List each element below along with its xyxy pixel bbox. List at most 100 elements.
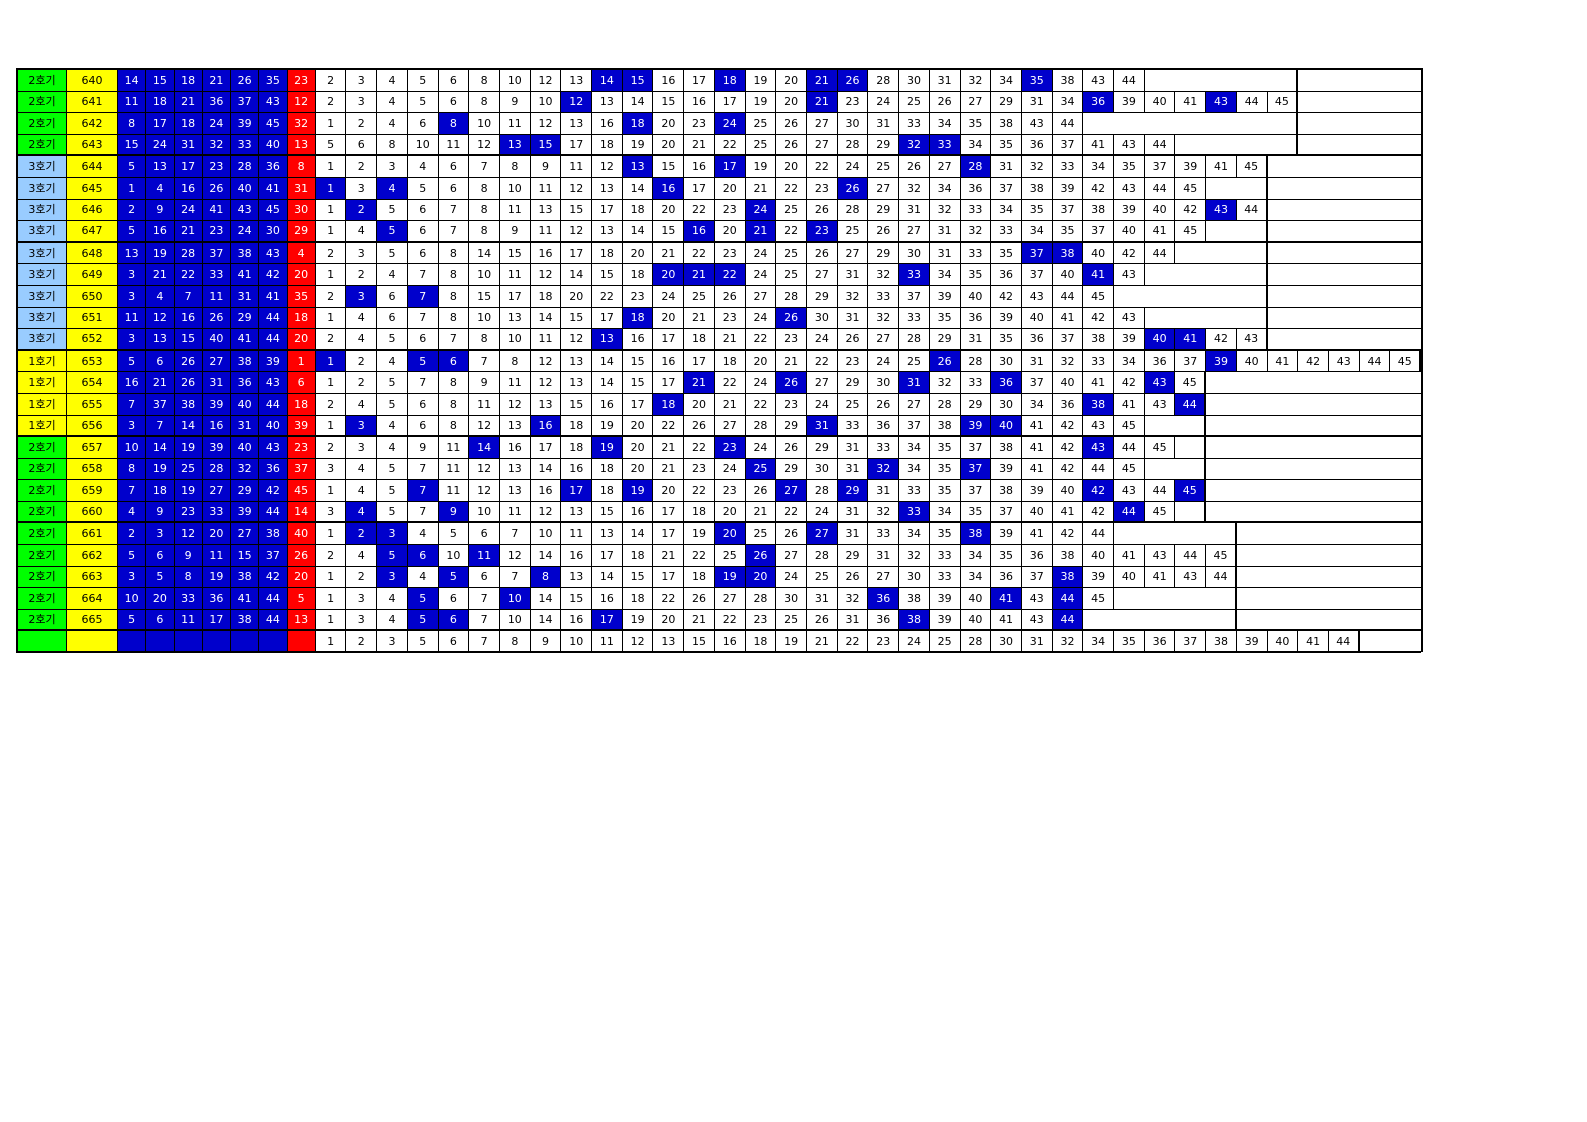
sequence-number-cell[interactable]: 44 <box>1052 588 1084 609</box>
empty-trailing-cells[interactable] <box>1144 70 1299 91</box>
sequence-number-cell[interactable]: 19 <box>622 134 654 155</box>
sequence-number-cell[interactable]: 5 <box>407 588 439 609</box>
sequence-number-cell[interactable]: 19 <box>745 70 777 91</box>
sequence-number-cell[interactable]: 35 <box>929 458 961 480</box>
sequence-number-cell[interactable]: 12 <box>561 221 593 241</box>
sequence-number-cell[interactable]: 20 <box>745 566 777 588</box>
sequence-number-cell[interactable]: 43 <box>1144 393 1176 415</box>
winning-number-cell[interactable]: 39 <box>231 113 260 134</box>
winning-number-cell[interactable]: 41 <box>231 588 260 609</box>
sequence-number-cell[interactable]: 25 <box>776 264 807 285</box>
winning-number-cell[interactable]: 15 <box>231 545 260 566</box>
sequence-number-cell[interactable]: 35 <box>960 113 992 134</box>
sequence-number-cell[interactable]: 37 <box>1021 264 1053 285</box>
winning-number-cell[interactable]: 13 <box>118 242 147 264</box>
sequence-number-cell[interactable]: 13 <box>499 134 531 155</box>
winning-number-cell[interactable]: 36 <box>202 588 231 609</box>
winning-number-cell[interactable]: 7 <box>118 480 147 501</box>
sequence-number-cell[interactable]: 25 <box>776 242 807 264</box>
sequence-number-cell[interactable]: 30 <box>991 350 1022 372</box>
sequence-number-cell[interactable]: 10 <box>407 134 439 155</box>
sequence-number-cell[interactable]: 4 <box>346 480 378 501</box>
sequence-number-cell[interactable]: 30 <box>807 458 838 480</box>
sequence-number-cell[interactable]: 37 <box>1021 372 1053 393</box>
sequence-number-cell[interactable]: 34 <box>1083 156 1115 177</box>
sequence-number-cell[interactable]: 2 <box>346 199 378 221</box>
sequence-number-cell[interactable]: 35 <box>1114 631 1145 652</box>
sequence-number-cell[interactable]: 37 <box>1083 221 1115 241</box>
sequence-number-cell[interactable]: 24 <box>745 264 777 285</box>
sequence-number-cell[interactable]: 20 <box>622 458 654 480</box>
sequence-number-cell[interactable]: 30 <box>776 588 807 609</box>
machine-cell[interactable]: 1호기 <box>16 393 67 415</box>
sequence-number-cell[interactable]: 37 <box>991 501 1022 522</box>
sequence-number-cell[interactable]: 26 <box>776 134 807 155</box>
sequence-number-cell[interactable]: 2 <box>315 329 347 349</box>
sequence-number-cell[interactable]: 36 <box>991 264 1022 285</box>
sequence-number-cell[interactable]: 5 <box>377 199 408 221</box>
round-number-cell[interactable]: 649 <box>67 264 118 285</box>
winning-number-cell[interactable]: 11 <box>202 285 231 307</box>
sequence-number-cell[interactable]: 31 <box>837 609 869 630</box>
sequence-number-cell[interactable]: 8 <box>438 393 470 415</box>
round-number-cell[interactable]: 641 <box>67 91 118 113</box>
sequence-number-cell[interactable]: 40 <box>1114 221 1145 241</box>
winning-number-cell[interactable]: 14 <box>146 437 175 458</box>
sequence-number-cell[interactable]: 13 <box>561 70 593 91</box>
winning-number-cell[interactable]: 2 <box>118 523 147 545</box>
sequence-number-cell[interactable]: 2 <box>346 523 378 545</box>
winning-number-cell[interactable]: 36 <box>259 156 288 177</box>
winning-number-cell[interactable]: 39 <box>231 501 260 522</box>
winning-number-cell[interactable]: 27 <box>202 480 231 501</box>
machine-cell[interactable] <box>16 631 67 652</box>
sequence-number-cell[interactable]: 12 <box>469 415 500 436</box>
sequence-number-cell[interactable]: 22 <box>776 177 807 199</box>
winning-number-cell[interactable]: 10 <box>118 588 147 609</box>
machine-cell[interactable]: 2호기 <box>16 458 67 480</box>
winning-number-cell[interactable]: 3 <box>118 415 147 436</box>
sequence-number-cell[interactable]: 17 <box>499 285 531 307</box>
sequence-number-cell[interactable]: 5 <box>407 70 439 91</box>
sequence-number-cell[interactable]: 38 <box>1052 566 1084 588</box>
machine-cell[interactable]: 3호기 <box>16 285 67 307</box>
sequence-number-cell[interactable]: 5 <box>407 91 439 113</box>
sequence-number-cell[interactable]: 7 <box>438 221 470 241</box>
winning-number-cell[interactable]: 26 <box>174 372 203 393</box>
sequence-number-cell[interactable]: 22 <box>684 199 715 221</box>
sequence-number-cell[interactable]: 26 <box>776 372 807 393</box>
sequence-number-cell[interactable]: 12 <box>469 458 500 480</box>
sequence-number-cell[interactable]: 29 <box>868 242 900 264</box>
sequence-number-cell[interactable]: 20 <box>653 307 685 329</box>
winning-number-cell[interactable]: 23 <box>202 221 231 241</box>
sequence-number-cell[interactable]: 32 <box>899 134 930 155</box>
sequence-number-cell[interactable]: 23 <box>714 307 746 329</box>
sequence-number-cell[interactable]: 7 <box>469 631 500 652</box>
sequence-number-cell[interactable]: 21 <box>714 329 746 349</box>
sequence-number-cell[interactable]: 27 <box>837 242 869 264</box>
winning-number-cell[interactable]: 9 <box>146 501 175 522</box>
sequence-number-cell[interactable]: 18 <box>745 631 777 652</box>
sequence-number-cell[interactable]: 6 <box>438 631 470 652</box>
sequence-number-cell[interactable]: 25 <box>837 393 869 415</box>
sequence-number-cell[interactable]: 10 <box>469 501 500 522</box>
winning-number-cell[interactable]: 37 <box>259 545 288 566</box>
sequence-number-cell[interactable]: 38 <box>1083 199 1115 221</box>
sequence-number-cell[interactable]: 26 <box>776 113 807 134</box>
sequence-number-cell[interactable]: 11 <box>469 545 500 566</box>
sequence-number-cell[interactable]: 6 <box>438 350 470 372</box>
sequence-number-cell[interactable]: 32 <box>1052 631 1084 652</box>
sequence-number-cell[interactable]: 30 <box>899 566 930 588</box>
winning-number-cell[interactable]: 37 <box>202 242 231 264</box>
winning-number-cell[interactable]: 40 <box>202 329 231 349</box>
sequence-number-cell[interactable]: 41 <box>991 588 1022 609</box>
sequence-number-cell[interactable]: 21 <box>653 545 685 566</box>
sequence-number-cell[interactable]: 24 <box>745 372 777 393</box>
sequence-number-cell[interactable]: 39 <box>1083 566 1115 588</box>
winning-number-cell[interactable]: 36 <box>202 91 231 113</box>
sequence-number-cell[interactable]: 35 <box>929 523 961 545</box>
sequence-number-cell[interactable]: 2 <box>315 285 347 307</box>
sequence-number-cell[interactable]: 39 <box>991 307 1022 329</box>
sequence-number-cell[interactable]: 31 <box>929 242 961 264</box>
winning-number-cell[interactable]: 21 <box>174 91 203 113</box>
sequence-number-cell[interactable]: 38 <box>1083 393 1115 415</box>
